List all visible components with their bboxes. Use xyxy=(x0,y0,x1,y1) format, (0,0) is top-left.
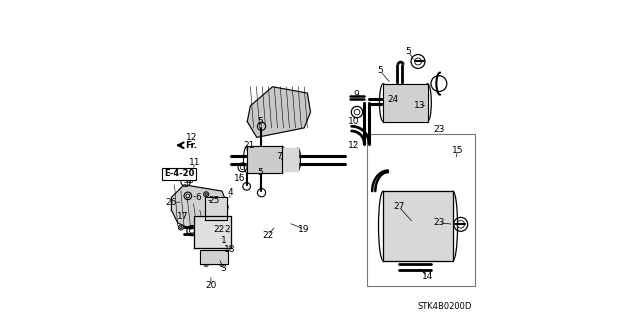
Text: 26: 26 xyxy=(166,198,177,207)
Text: 10: 10 xyxy=(348,117,359,126)
Text: 5: 5 xyxy=(257,117,263,126)
Text: 27: 27 xyxy=(394,203,404,211)
Text: 24: 24 xyxy=(387,95,398,104)
Text: 1: 1 xyxy=(221,236,227,245)
Text: 2: 2 xyxy=(225,225,230,234)
Bar xyxy=(205,197,227,219)
Text: 22: 22 xyxy=(262,231,273,240)
Text: 6: 6 xyxy=(195,193,201,202)
Text: 12: 12 xyxy=(186,133,198,142)
Text: 22: 22 xyxy=(213,225,225,234)
Circle shape xyxy=(221,263,223,265)
Text: 4: 4 xyxy=(227,188,233,197)
Text: 5: 5 xyxy=(257,168,263,177)
Polygon shape xyxy=(383,84,428,122)
Text: 23: 23 xyxy=(433,125,444,134)
Polygon shape xyxy=(282,148,298,171)
Text: 9: 9 xyxy=(353,90,359,99)
Text: 15: 15 xyxy=(452,145,463,154)
Text: 18: 18 xyxy=(224,245,236,254)
Text: 25: 25 xyxy=(209,196,220,205)
Text: STK4B0200D: STK4B0200D xyxy=(417,302,472,311)
Text: 14: 14 xyxy=(422,272,433,281)
Polygon shape xyxy=(200,250,228,264)
Text: 16: 16 xyxy=(234,174,245,183)
Text: 21: 21 xyxy=(243,141,255,150)
Text: 11: 11 xyxy=(189,158,201,167)
Text: 19: 19 xyxy=(298,225,310,234)
Text: 3: 3 xyxy=(221,264,227,273)
Text: Fr.: Fr. xyxy=(186,141,198,150)
Circle shape xyxy=(180,226,182,229)
Circle shape xyxy=(205,263,207,265)
Text: 5: 5 xyxy=(377,66,383,76)
Text: E-4-20: E-4-20 xyxy=(164,169,195,178)
Polygon shape xyxy=(205,197,227,219)
Bar xyxy=(198,221,227,243)
Polygon shape xyxy=(383,191,453,261)
Text: 23: 23 xyxy=(433,218,444,227)
Text: 5: 5 xyxy=(406,48,412,56)
Polygon shape xyxy=(247,146,282,173)
Polygon shape xyxy=(247,87,310,137)
Text: 7: 7 xyxy=(276,152,282,161)
Text: 13: 13 xyxy=(414,101,426,110)
Text: 20: 20 xyxy=(205,281,216,291)
Text: 12: 12 xyxy=(348,141,359,150)
Text: 17: 17 xyxy=(177,212,188,221)
Text: 8: 8 xyxy=(188,175,193,185)
Polygon shape xyxy=(193,216,232,248)
Circle shape xyxy=(205,193,207,196)
Bar xyxy=(367,134,475,286)
Polygon shape xyxy=(172,185,228,229)
